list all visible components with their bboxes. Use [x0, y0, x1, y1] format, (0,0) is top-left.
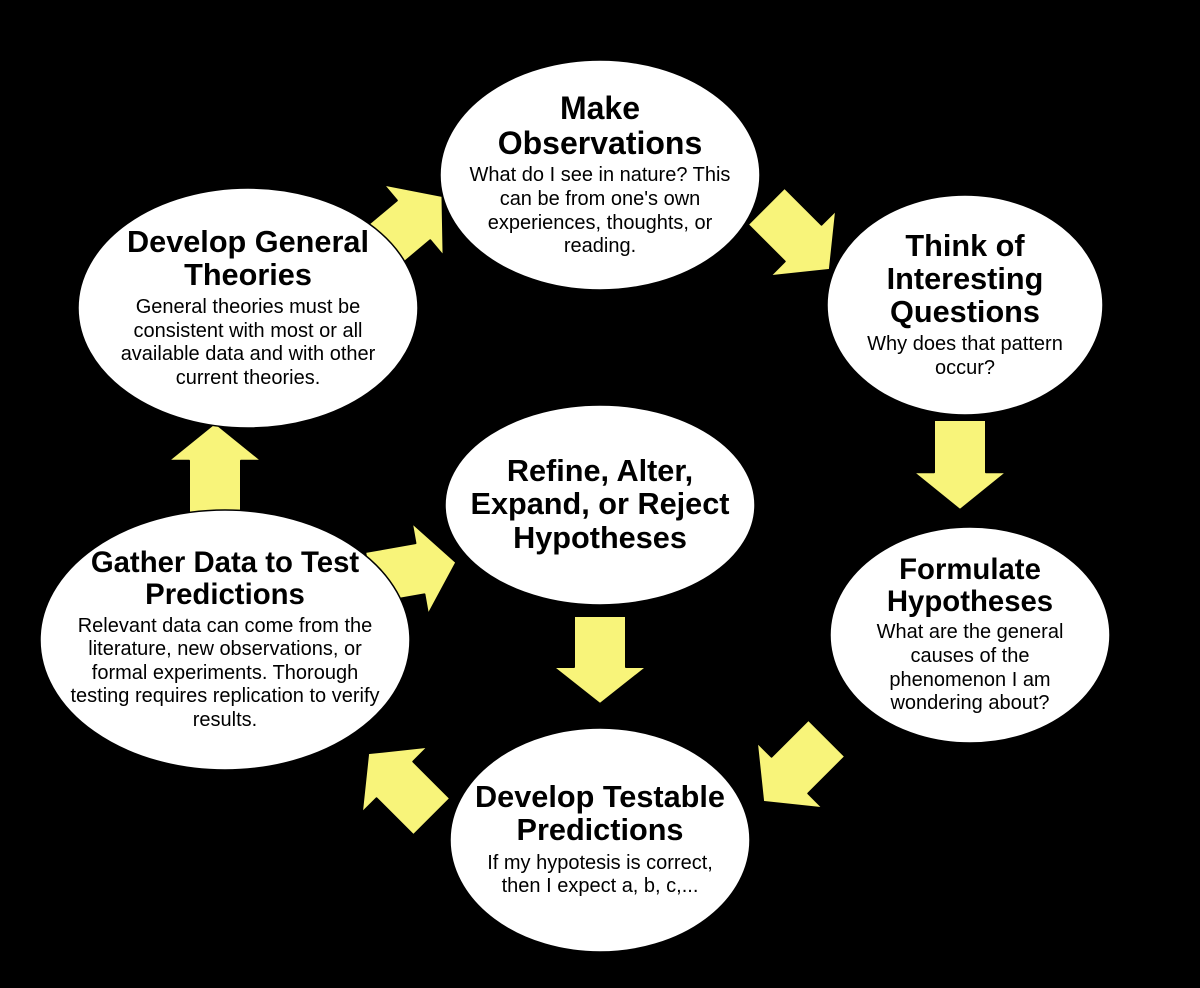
node-desc: General theories must be consistent with…	[100, 296, 396, 390]
node-desc: What do I see in nature? This can be fro…	[462, 164, 738, 258]
node-title: Gather Data to Test Predictions	[62, 547, 388, 610]
node-title: Make Observations	[462, 91, 738, 160]
node-desc: Why does that pattern occur?	[849, 333, 1081, 380]
node-develop-theories: Develop General TheoriesGeneral theories…	[78, 188, 418, 428]
node-think-questions: Think of Interesting QuestionsWhy does t…	[827, 195, 1103, 415]
node-title: Refine, Alter, Expand, or Reject Hypothe…	[467, 455, 733, 554]
node-gather-data: Gather Data to Test PredictionsRelevant …	[40, 510, 410, 770]
node-refine-hypotheses: Refine, Alter, Expand, or Reject Hypothe…	[445, 405, 755, 605]
node-desc: Relevant data can come from the literatu…	[62, 615, 388, 733]
node-desc: What are the general causes of the pheno…	[852, 621, 1088, 715]
node-desc: If my hypotesis is correct, then I expec…	[472, 852, 728, 899]
node-formulate-hypotheses: Formulate HypothesesWhat are the general…	[830, 527, 1110, 743]
node-title: Develop General Theories	[100, 226, 396, 292]
diagram-canvas: Make ObservationsWhat do I see in nature…	[0, 0, 1200, 988]
node-title: Develop Testable Predictions	[472, 781, 728, 847]
node-make-observations: Make ObservationsWhat do I see in nature…	[440, 60, 760, 290]
node-title: Formulate Hypotheses	[852, 554, 1088, 617]
node-title: Think of Interesting Questions	[849, 230, 1081, 329]
node-develop-predictions: Develop Testable Predictions If my hypote…	[450, 728, 750, 952]
